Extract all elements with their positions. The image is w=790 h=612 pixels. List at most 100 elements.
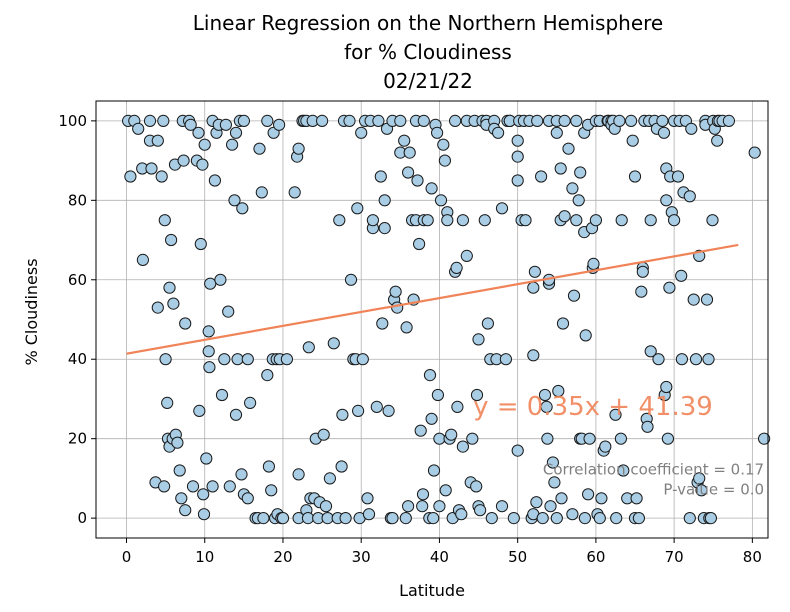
data-point: [661, 432, 675, 445]
data-point: [449, 114, 462, 128]
data-point: [456, 440, 469, 453]
data-point: [671, 170, 685, 183]
x-tick-label: 20: [273, 548, 292, 566]
y-tick-label: 100: [58, 112, 87, 130]
x-tick-label: 10: [195, 548, 214, 566]
title-line-2: for % Cloudiness: [344, 40, 512, 64]
data-point: [431, 126, 444, 139]
data-point: [636, 265, 649, 278]
data-point: [151, 134, 164, 147]
data-point: [317, 428, 330, 441]
data-point: [241, 492, 254, 505]
data-point: [427, 512, 440, 525]
data-point: [253, 142, 266, 155]
data-point: [336, 408, 349, 421]
data-point: [675, 353, 689, 366]
data-point: [124, 170, 137, 183]
data-point: [579, 329, 592, 342]
data-point: [589, 214, 603, 227]
data-point: [558, 210, 571, 223]
data-point: [173, 464, 186, 477]
data-point: [572, 194, 585, 207]
y-tick-label: 40: [68, 350, 87, 368]
data-point: [386, 512, 399, 525]
data-point: [456, 214, 469, 227]
data-point: [511, 150, 524, 163]
data-point: [273, 118, 286, 131]
data-point: [229, 408, 243, 421]
x-tick-label: 50: [508, 548, 527, 566]
data-point: [685, 122, 698, 135]
chart-title: Linear Regression on the Northern Hemisp…: [193, 11, 663, 93]
data-point: [660, 380, 673, 394]
data-point: [478, 214, 491, 227]
data-point: [362, 508, 376, 521]
data-point: [167, 297, 180, 310]
data-point: [425, 412, 438, 425]
data-point: [321, 512, 334, 525]
data-point: [158, 480, 171, 493]
data-point: [425, 182, 438, 195]
data-point: [595, 492, 608, 505]
data-point: [466, 432, 479, 445]
data-point: [198, 138, 211, 151]
data-point: [632, 512, 646, 525]
data-point: [683, 512, 696, 525]
data-point: [507, 512, 520, 525]
data-point: [472, 333, 485, 346]
data-point: [241, 353, 254, 366]
data-point: [474, 504, 487, 517]
data-point: [215, 388, 229, 402]
data-point: [470, 480, 483, 493]
data-point: [376, 317, 389, 330]
data-point: [193, 404, 206, 417]
data-point: [630, 492, 643, 505]
data-point: [223, 480, 236, 493]
data-point: [421, 214, 434, 227]
data-point: [570, 214, 583, 227]
data-point: [531, 114, 544, 128]
data-point: [652, 353, 665, 366]
data-point: [228, 194, 241, 207]
data-point: [625, 114, 638, 128]
data-point: [544, 500, 557, 513]
data-point: [593, 512, 606, 525]
title-line-3: 02/21/22: [383, 69, 473, 93]
data-point: [583, 432, 596, 445]
data-point: [566, 508, 579, 521]
plot-frame: [95, 100, 769, 539]
data-point: [587, 257, 600, 270]
data-point: [644, 345, 657, 358]
data-point: [398, 134, 411, 147]
data-point: [439, 484, 452, 497]
data-point: [528, 265, 542, 278]
data-point: [261, 114, 274, 128]
data-point: [445, 428, 458, 441]
data-point: [635, 285, 648, 298]
data-point: [711, 134, 724, 147]
data-point: [161, 396, 174, 409]
data-point: [574, 166, 587, 179]
data-point: [218, 353, 231, 366]
data-point: [265, 484, 278, 497]
data-point: [194, 237, 207, 251]
data-point: [335, 460, 348, 473]
data-point: [527, 281, 540, 294]
data-point: [136, 253, 149, 266]
data-point: [366, 214, 379, 227]
data-point: [541, 432, 554, 445]
data-point: [455, 508, 468, 521]
data-point: [399, 512, 412, 525]
data-point: [492, 126, 505, 139]
data-point: [481, 317, 494, 330]
data-point: [175, 492, 188, 505]
data-point: [536, 512, 549, 525]
data-point: [402, 166, 415, 179]
data-point: [628, 170, 642, 183]
data-point: [748, 146, 761, 159]
data-point: [394, 114, 407, 128]
data-point: [261, 369, 274, 382]
data-point: [203, 361, 216, 374]
y-tick-label: 0: [77, 509, 87, 527]
data-point: [562, 142, 575, 155]
